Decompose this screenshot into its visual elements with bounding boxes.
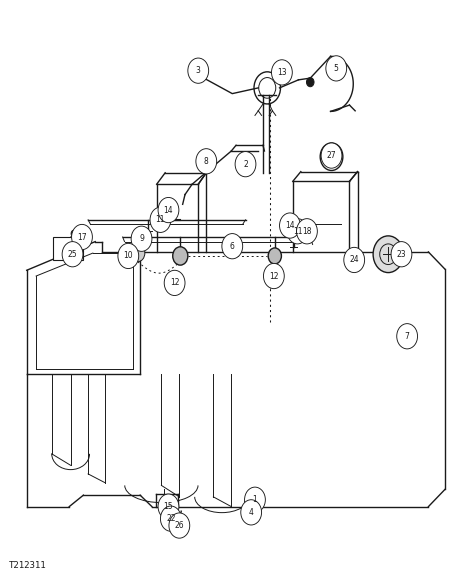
- Circle shape: [71, 230, 77, 237]
- Text: 1: 1: [253, 495, 257, 504]
- Circle shape: [326, 56, 346, 81]
- Circle shape: [397, 324, 418, 349]
- Text: 27: 27: [327, 151, 337, 160]
- Text: 7: 7: [405, 332, 410, 341]
- Text: 10: 10: [124, 251, 133, 260]
- Circle shape: [287, 218, 308, 244]
- Text: 9: 9: [139, 234, 144, 243]
- Circle shape: [280, 213, 301, 238]
- Text: T212311: T212311: [9, 561, 47, 570]
- Text: 11: 11: [155, 215, 165, 224]
- Text: 24: 24: [349, 255, 359, 264]
- Text: 14: 14: [164, 205, 173, 214]
- Circle shape: [162, 504, 165, 509]
- Text: 23: 23: [397, 250, 406, 259]
- Text: 8: 8: [204, 157, 209, 166]
- Text: 14: 14: [285, 221, 295, 230]
- Circle shape: [245, 502, 250, 509]
- Circle shape: [188, 58, 209, 83]
- Circle shape: [321, 143, 342, 168]
- Circle shape: [391, 242, 412, 267]
- Circle shape: [118, 243, 139, 269]
- Circle shape: [373, 236, 403, 273]
- Text: 15: 15: [164, 502, 173, 511]
- Circle shape: [131, 244, 145, 262]
- Circle shape: [235, 152, 256, 177]
- Circle shape: [131, 226, 152, 251]
- Text: 3: 3: [196, 66, 201, 75]
- Circle shape: [344, 247, 365, 273]
- Circle shape: [150, 207, 171, 232]
- Text: 5: 5: [334, 64, 339, 73]
- Circle shape: [241, 500, 262, 525]
- Circle shape: [196, 149, 217, 174]
- Circle shape: [169, 513, 190, 538]
- Circle shape: [62, 242, 83, 267]
- Circle shape: [160, 506, 181, 531]
- Text: 25: 25: [68, 250, 77, 259]
- Text: 26: 26: [174, 521, 184, 530]
- FancyBboxPatch shape: [53, 237, 83, 260]
- Text: 22: 22: [166, 514, 175, 523]
- Circle shape: [164, 270, 185, 296]
- Text: 11: 11: [293, 227, 302, 236]
- Text: 13: 13: [277, 68, 287, 77]
- Text: 18: 18: [302, 227, 312, 236]
- Circle shape: [307, 78, 314, 87]
- Circle shape: [297, 218, 318, 244]
- Circle shape: [245, 487, 265, 512]
- Circle shape: [222, 233, 243, 259]
- Text: 12: 12: [170, 278, 179, 288]
- Text: 2: 2: [243, 160, 248, 168]
- Text: 17: 17: [77, 232, 87, 242]
- Circle shape: [173, 247, 188, 265]
- Text: 4: 4: [249, 508, 254, 517]
- Circle shape: [272, 60, 292, 85]
- Circle shape: [72, 224, 92, 250]
- Circle shape: [158, 494, 179, 519]
- Text: 6: 6: [230, 242, 235, 251]
- Text: 12: 12: [269, 271, 279, 281]
- Circle shape: [158, 197, 179, 223]
- Circle shape: [264, 263, 284, 289]
- Circle shape: [268, 248, 282, 264]
